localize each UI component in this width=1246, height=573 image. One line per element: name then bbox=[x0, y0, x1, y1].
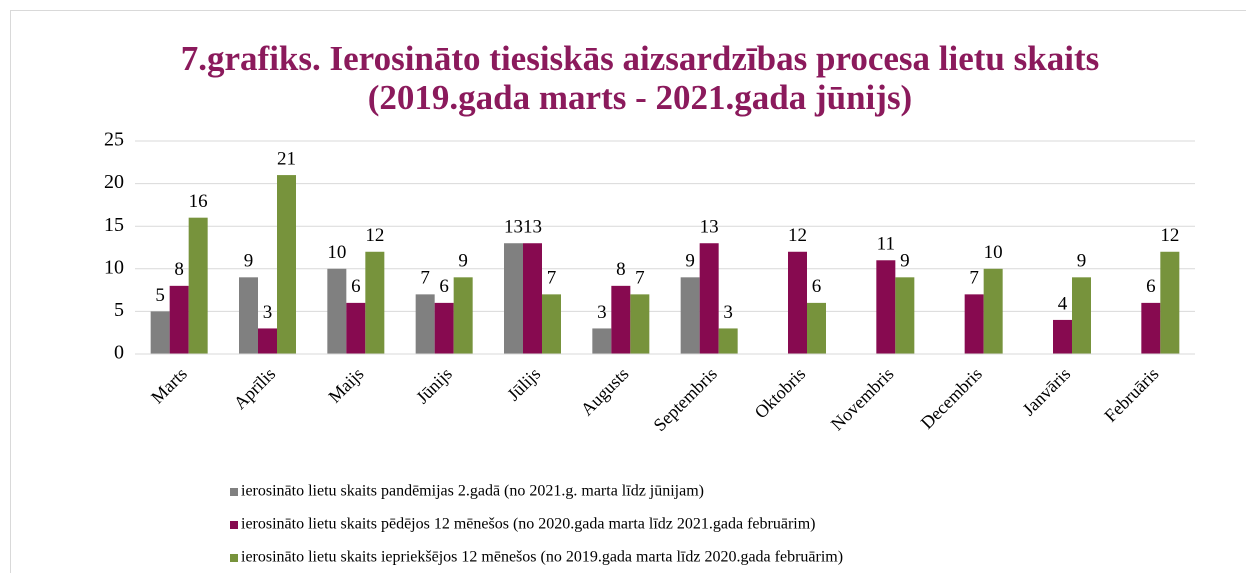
bar bbox=[788, 251, 807, 354]
bar bbox=[1160, 251, 1180, 354]
legend-label: ierosināto lietu skaits iepriekšējos 12 … bbox=[241, 549, 843, 566]
value-label: 10 bbox=[984, 242, 1003, 263]
value-label: 6 bbox=[439, 276, 449, 297]
bar bbox=[523, 243, 542, 354]
x-tick-label: Aprīlis bbox=[230, 364, 280, 414]
value-label: 3 bbox=[723, 302, 733, 323]
value-label: 12 bbox=[1160, 225, 1179, 246]
bar bbox=[983, 268, 1003, 354]
value-label: 13 bbox=[504, 217, 523, 238]
bar bbox=[365, 251, 385, 354]
value-label: 3 bbox=[597, 302, 607, 323]
bar bbox=[895, 277, 915, 354]
bar bbox=[542, 294, 561, 354]
chart-border bbox=[10, 10, 1246, 573]
bar bbox=[876, 260, 896, 354]
bar bbox=[699, 243, 719, 354]
x-tick-label: Decembris bbox=[917, 364, 986, 433]
y-tick-label: 10 bbox=[104, 256, 124, 278]
value-label: 12 bbox=[788, 225, 807, 246]
bar bbox=[327, 268, 347, 354]
bar bbox=[504, 243, 523, 354]
value-label: 8 bbox=[616, 259, 626, 280]
bar bbox=[592, 328, 612, 354]
value-label: 7 bbox=[635, 268, 645, 289]
value-label: 12 bbox=[365, 225, 384, 246]
x-tick-label: Oktobris bbox=[751, 364, 810, 423]
bar bbox=[434, 302, 454, 354]
x-tick-label: Novembris bbox=[827, 364, 898, 435]
y-tick-label: 25 bbox=[104, 129, 124, 151]
y-tick-label: 20 bbox=[104, 171, 124, 193]
y-tick-label: 0 bbox=[114, 342, 124, 364]
bar bbox=[680, 277, 700, 354]
bar bbox=[415, 294, 435, 354]
bar bbox=[807, 302, 826, 354]
legend-swatch bbox=[230, 521, 238, 529]
bar bbox=[453, 277, 473, 354]
value-label: 9 bbox=[244, 251, 254, 272]
bar bbox=[1141, 302, 1161, 354]
bar bbox=[277, 175, 296, 354]
legend-label: ierosināto lietu skaits pandēmijas 2.gad… bbox=[241, 483, 704, 500]
value-label: 6 bbox=[351, 276, 361, 297]
value-label: 9 bbox=[458, 251, 468, 272]
x-tick-label: Maijs bbox=[324, 364, 367, 407]
y-tick-label: 15 bbox=[104, 214, 124, 236]
legend-swatch bbox=[230, 554, 238, 562]
bar bbox=[188, 217, 208, 354]
value-label: 9 bbox=[900, 251, 910, 272]
x-tick-label: Septembris bbox=[649, 364, 720, 435]
bar bbox=[1072, 277, 1091, 354]
y-tick-label: 5 bbox=[114, 299, 124, 321]
value-label: 3 bbox=[263, 302, 273, 323]
chart-title: 7.grafiks. Ierosināto tiesiskās aizsardz… bbox=[181, 39, 1099, 78]
x-tick-label: Februāris bbox=[1100, 364, 1162, 426]
x-tick-label: Augusts bbox=[577, 364, 633, 420]
x-tick-label: Janvāris bbox=[1018, 364, 1074, 420]
x-tick-label: Jūlijs bbox=[503, 364, 544, 405]
bar bbox=[258, 328, 277, 354]
value-label: 8 bbox=[174, 259, 184, 280]
bar bbox=[150, 311, 170, 354]
x-tick-label: Jūnijs bbox=[412, 364, 456, 408]
bar bbox=[630, 294, 650, 354]
legend-label: ierosināto lietu skaits pēdējos 12 mēneš… bbox=[241, 516, 816, 533]
bar bbox=[718, 328, 738, 354]
bar bbox=[1053, 319, 1072, 354]
bar bbox=[964, 294, 984, 354]
value-label: 13 bbox=[700, 217, 719, 238]
value-label: 9 bbox=[685, 251, 695, 272]
x-tick-label: Marts bbox=[147, 364, 191, 408]
value-label: 16 bbox=[189, 191, 208, 212]
value-label: 7 bbox=[547, 268, 557, 289]
value-label: 21 bbox=[277, 148, 296, 169]
bar bbox=[346, 302, 366, 354]
value-label: 6 bbox=[812, 276, 822, 297]
legend-swatch bbox=[230, 488, 238, 496]
value-label: 6 bbox=[1146, 276, 1156, 297]
bar bbox=[169, 285, 189, 354]
value-label: 7 bbox=[420, 268, 430, 289]
value-label: 9 bbox=[1077, 251, 1087, 272]
value-label: 11 bbox=[877, 234, 895, 255]
bar bbox=[239, 277, 258, 354]
value-label: 13 bbox=[523, 217, 542, 238]
chart-title: (2019.gada marts - 2021.gada jūnijs) bbox=[368, 78, 912, 117]
value-label: 10 bbox=[327, 242, 346, 263]
value-label: 4 bbox=[1058, 293, 1068, 314]
bar bbox=[611, 285, 631, 354]
value-label: 5 bbox=[155, 285, 165, 306]
value-label: 7 bbox=[969, 268, 979, 289]
